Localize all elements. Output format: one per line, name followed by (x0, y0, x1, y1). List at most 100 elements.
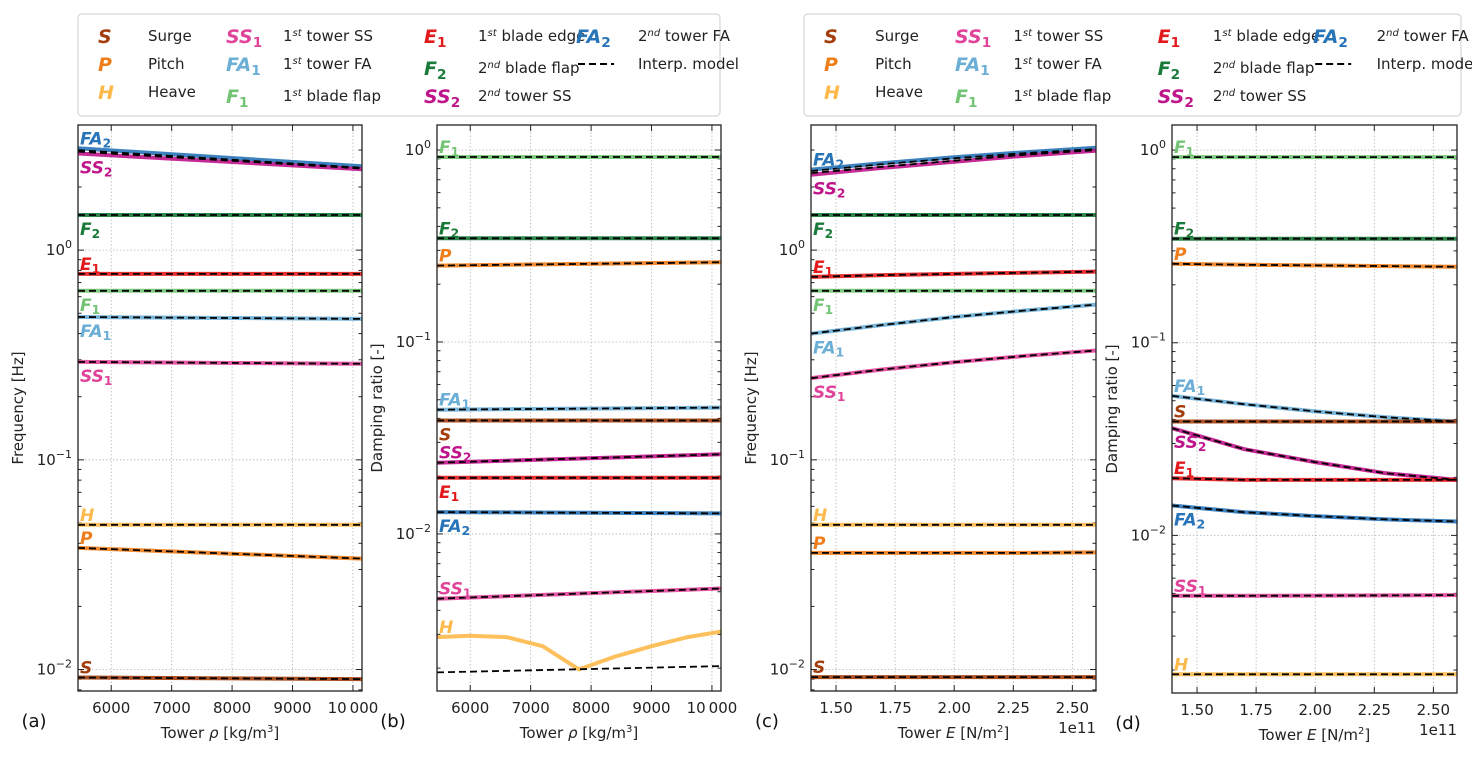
series-line-fa2 (811, 145, 1096, 172)
series-label-ss1: SS1 (80, 367, 112, 388)
legend-entry-label: Pitch (148, 55, 185, 73)
series-label-f1: F1 (813, 296, 833, 317)
legends: S Surge P Pitch H Heave SS1 1st tower SS FA1 1st … (77, 13, 1472, 117)
series-label-fa1: FA1 (80, 322, 111, 343)
interp-line-s (78, 676, 362, 680)
series-label-f2: F2 (1174, 220, 1194, 241)
series-label-f1: F1 (1174, 138, 1194, 159)
y-tick-label: 100 (46, 238, 72, 259)
series-label-s: S (1174, 403, 1186, 423)
interp-line-ss1 (78, 361, 362, 365)
x-axis-label: Tower E [N/m2] (897, 724, 1009, 742)
x-tick-label: 2.50 (1056, 699, 1089, 717)
x-tick-label: 6000 (451, 699, 489, 717)
plot-area (1172, 155, 1457, 677)
series-label-s: S (439, 425, 451, 445)
interp-line-p (437, 261, 721, 267)
legend-entry-label: 1st blade edge (1213, 27, 1320, 45)
panel-label: (d) (1115, 713, 1140, 734)
legend-symbol-ss1: SS1 (226, 26, 262, 51)
series-label-ss2: SS2 (80, 158, 112, 179)
legend-entry-label: 1st tower SS (1013, 27, 1103, 45)
legend-symbol-ss2: SS2 (1158, 86, 1194, 111)
legend-symbol-h: H (98, 82, 114, 104)
series-label-fa1: FA1 (1174, 377, 1205, 398)
series-label-p: P (80, 529, 93, 549)
plot-area (437, 155, 721, 674)
interp-line-fa1 (1172, 395, 1457, 423)
interp-line-ss2 (1172, 427, 1457, 481)
x-axis-label: Tower ρ [kg/m3] (160, 724, 280, 742)
x-tick-label: 2.00 (938, 699, 971, 717)
legend-entry-label: 1st blade edge (478, 27, 585, 45)
x-tick-label: 7000 (512, 699, 550, 717)
x-tick-label: 2.25 (1358, 701, 1391, 719)
series-label-ss1: SS1 (813, 383, 845, 404)
series-label-fa1: FA1 (439, 391, 470, 412)
y-axis-label: Frequency [Hz] (9, 351, 27, 464)
interp-line-fa1 (78, 316, 362, 320)
series-label-p: P (813, 534, 826, 554)
legend-symbol-ss2: SS2 (424, 86, 460, 111)
y-tick-label: 10−2 (770, 658, 805, 679)
legend-symbol-f2: F2 (1158, 58, 1181, 83)
x-tick-label: 2.25 (997, 699, 1030, 717)
series-line-fa1 (1172, 393, 1457, 424)
y-tick-label: 10−1 (770, 448, 805, 469)
x-tick-label: 9000 (273, 699, 311, 717)
legend-symbol-s: S (824, 26, 838, 48)
legend-symbol-fa2: FA2 (1313, 26, 1348, 51)
panel-label: (c) (755, 711, 779, 732)
series-label-p: P (439, 247, 452, 267)
interp-line-p (78, 547, 362, 560)
interp-line-e1 (811, 270, 1096, 278)
legend-symbol-p: P (824, 54, 838, 76)
series-label-s: S (80, 659, 92, 679)
interp-line-fa2 (437, 511, 721, 515)
x-tick-label: 9000 (632, 699, 670, 717)
x-tick-label: 2.00 (1299, 701, 1332, 719)
legend-entry-label: 1st tower SS (283, 27, 373, 45)
series-label-e1: E1 (1174, 459, 1194, 480)
interp-line-p (811, 551, 1096, 554)
y-tick-label: 10−2 (396, 522, 431, 543)
legend-entry-label: Surge (875, 27, 919, 45)
series-line-ss2 (1172, 426, 1457, 482)
legend-symbol-e1: E1 (424, 26, 447, 51)
series-label-f2: F2 (813, 220, 833, 241)
series-label-ss2: SS2 (1174, 433, 1206, 454)
interp-line-h (437, 665, 721, 674)
interp-line-fa2 (1172, 504, 1457, 523)
interp-line-p (1172, 262, 1457, 268)
series-label-e1: E1 (813, 258, 833, 279)
legend-symbol-f2: F2 (424, 58, 447, 83)
y-tick-label: 10−1 (396, 330, 431, 351)
series-label-f2: F2 (80, 220, 100, 241)
x-tick-label: 8000 (213, 699, 251, 717)
y-axis-label: Frequency [Hz] (742, 351, 760, 464)
series-label-ss1: SS1 (1174, 577, 1206, 598)
series-label-ss1: SS1 (439, 580, 471, 601)
series-line-h (437, 629, 721, 672)
interp-line-fa2 (811, 148, 1096, 172)
legend-entry-label: 2nd tower FA (638, 27, 731, 45)
series-label-h: H (813, 506, 827, 526)
series-line-ss2 (437, 452, 721, 465)
legend-symbol-p: P (98, 54, 112, 76)
series-line-ss2 (811, 148, 1096, 177)
legend-entry-label: 2nd blade flap (478, 59, 580, 77)
legend-entry-label: Heave (875, 83, 923, 101)
y-tick-label: 10−2 (37, 658, 72, 679)
plot-area (78, 146, 362, 682)
legend-entry-label: 2nd tower SS (478, 87, 572, 105)
legend-frame (77, 13, 721, 117)
legend-entry-label: Interp. model (1377, 55, 1472, 73)
legend-entry-label: 1st blade flap (1013, 87, 1111, 105)
series-line-fa2 (78, 146, 362, 169)
series-line-p (78, 545, 362, 561)
series-line-fa2 (437, 510, 721, 516)
series-line-s (78, 675, 362, 682)
x-axis-label: Tower ρ [kg/m3] (519, 724, 639, 742)
